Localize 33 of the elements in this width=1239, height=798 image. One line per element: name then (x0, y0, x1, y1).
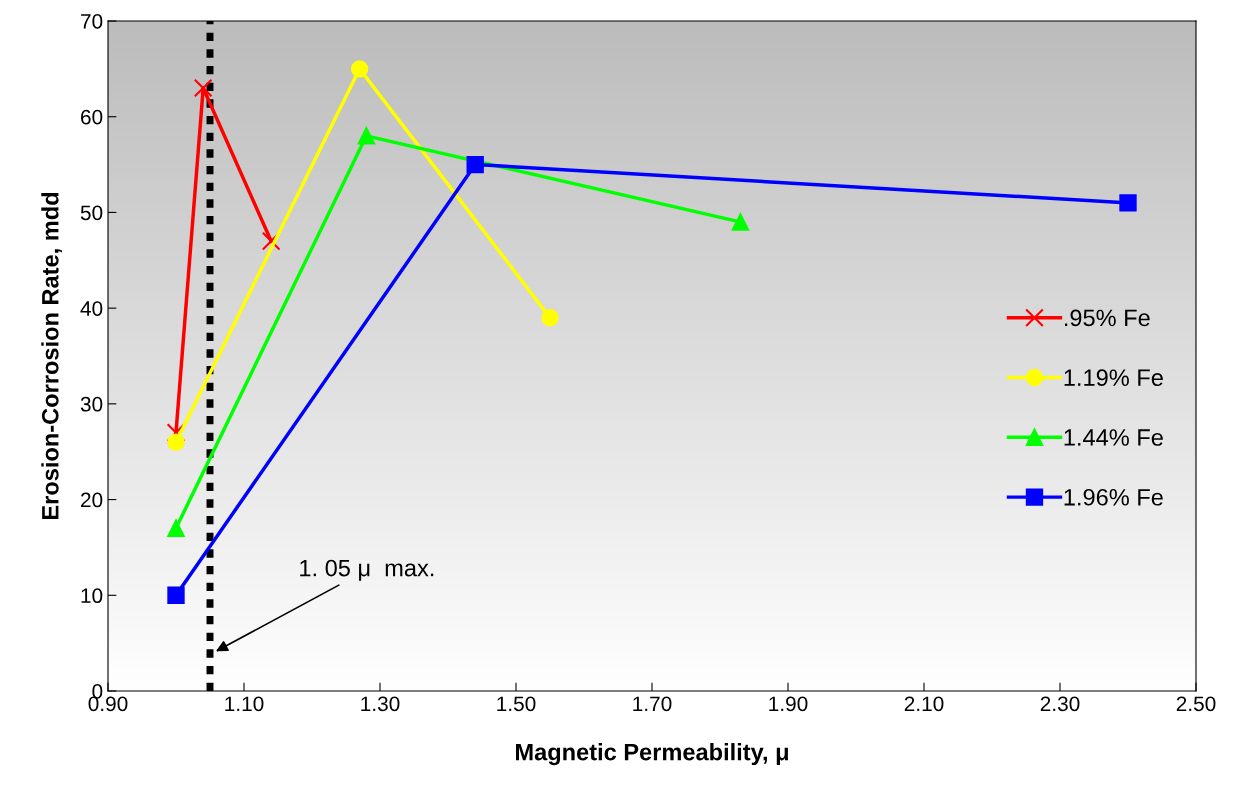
y-tick-label: 30 (80, 396, 103, 412)
y-tick-label: 40 (80, 301, 103, 316)
point (541, 309, 559, 327)
point (167, 433, 185, 451)
legend-label: 1.96% Fe (1064, 488, 1163, 506)
point (167, 519, 185, 537)
legend-label: .95% Fe (1064, 309, 1150, 327)
point (193, 78, 213, 98)
point (1119, 194, 1137, 212)
y-tick-label: 70 (81, 14, 103, 29)
x-tick-label: 1.70 (633, 696, 672, 712)
legend-label: 1.44% Fe (1064, 429, 1163, 446)
y-tick-label: 20 (81, 492, 103, 508)
point (357, 127, 376, 145)
y-axis-title: Erosion-Corrosion Rate, mdd (41, 192, 63, 520)
legend-label: 1.19% Fe (1064, 369, 1163, 387)
x-tick-label: 1.10 (225, 696, 264, 712)
point (350, 60, 369, 78)
point (466, 155, 484, 174)
y-tick-label: 10 (81, 588, 103, 604)
x-tick-label: 2.10 (904, 696, 944, 712)
point (731, 213, 750, 231)
x-tick-label: 1.30 (361, 696, 400, 712)
point (261, 231, 281, 251)
x-tick-label: 1.90 (769, 696, 808, 712)
x-axis-title: Magnetic Permeability, μ (516, 743, 789, 766)
y-tick-label: 60 (81, 109, 103, 125)
annotation: 1. 05 μ max. (300, 559, 434, 581)
x-tick-label: 2.30 (1040, 696, 1080, 712)
point (167, 586, 185, 604)
y-tick-label: 50 (80, 205, 103, 221)
x-tick-label: 1.50 (497, 696, 536, 712)
x-tick-label: 2.50 (1176, 696, 1216, 712)
